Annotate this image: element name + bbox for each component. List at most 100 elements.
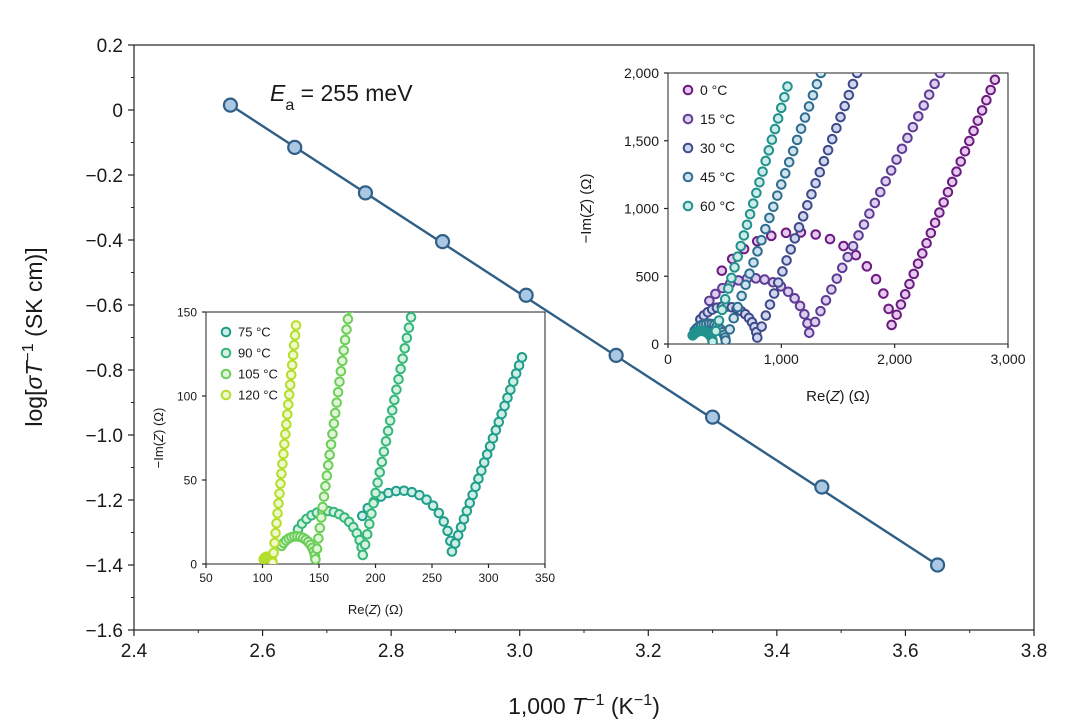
data-point <box>782 286 794 298</box>
data-point <box>835 111 846 123</box>
data-point <box>724 324 736 335</box>
data-point <box>968 125 979 137</box>
data-point <box>907 121 919 133</box>
data-point <box>791 134 803 146</box>
data-point <box>327 428 338 440</box>
data-point <box>378 446 390 457</box>
data-point <box>794 300 806 312</box>
data-point <box>374 467 386 478</box>
inset_low-ytick-label: 1,000 <box>624 201 659 217</box>
data-point <box>268 547 279 559</box>
data-point <box>393 373 404 385</box>
inset_high-ytick-label: 150 <box>177 305 197 319</box>
data-point <box>929 217 941 229</box>
data-point <box>747 198 759 209</box>
data-point <box>797 211 809 222</box>
data-point <box>281 419 292 430</box>
inset_low-points <box>687 73 1001 344</box>
data-point <box>282 409 293 420</box>
legend-label: 60 °C <box>700 198 735 214</box>
data-point <box>341 324 352 335</box>
data-point <box>847 78 859 90</box>
data-point <box>836 262 848 274</box>
inset_high-ylabel: −Im(Z) (Ω) <box>151 408 166 469</box>
data-point <box>806 188 817 200</box>
data-point <box>401 332 413 344</box>
data-point <box>738 230 750 241</box>
data-point <box>752 246 763 257</box>
data-point <box>277 458 288 470</box>
data-point <box>311 543 323 555</box>
data-point <box>272 508 283 519</box>
data-point <box>403 322 415 333</box>
data-point <box>818 155 830 167</box>
inset_low-ylabel: −Im(Z) (Ω) <box>578 174 595 244</box>
data-point <box>756 321 767 332</box>
data-point <box>891 309 902 321</box>
data-point <box>912 258 924 269</box>
data-point <box>807 89 819 101</box>
data-point <box>913 111 924 122</box>
data-point <box>972 115 984 126</box>
legend-marker <box>220 368 232 380</box>
legend-marker <box>220 326 232 338</box>
data-point <box>891 154 902 165</box>
data-point <box>740 279 751 291</box>
data-point <box>955 156 967 167</box>
data-point <box>795 123 807 135</box>
data-point <box>267 557 278 564</box>
data-point <box>222 97 239 113</box>
data-point <box>427 500 439 512</box>
data-point <box>864 208 875 220</box>
inset_low-ytick-label: 1,500 <box>624 133 659 149</box>
data-point <box>321 470 333 482</box>
legend-marker <box>682 200 694 212</box>
data-point <box>342 313 354 325</box>
main-ytick-label: −1.6 <box>85 621 123 642</box>
data-point <box>785 244 797 255</box>
data-point <box>810 229 822 240</box>
legend-marker <box>682 84 694 96</box>
data-point <box>760 155 771 167</box>
data-point <box>959 145 971 157</box>
data-point <box>869 197 881 209</box>
inset_low-ytick-label: 2,000 <box>624 65 659 81</box>
data-point <box>728 312 740 324</box>
inset_high-ytick-label: 100 <box>177 389 197 403</box>
data-point <box>389 394 400 406</box>
data-point <box>902 132 913 144</box>
data-point <box>707 336 718 344</box>
data-point <box>285 369 297 381</box>
inset_high-xtick-label: 150 <box>309 571 329 585</box>
data-point <box>989 74 1001 86</box>
data-point <box>843 89 855 101</box>
legend-marker <box>682 171 694 183</box>
main-ytick-label: −0.4 <box>85 231 123 252</box>
data-point <box>783 156 795 168</box>
inset_high-ytick-label: 0 <box>190 557 197 571</box>
inset_high-xlabel: Re(Z) (Ω) <box>348 602 403 617</box>
data-point <box>802 200 813 211</box>
data-point <box>782 81 793 92</box>
data-point <box>357 510 368 522</box>
data-point <box>908 268 920 280</box>
data-point <box>283 389 295 400</box>
inset_high-xtick-label: 50 <box>199 571 213 585</box>
data-point <box>710 325 722 337</box>
data-point <box>777 266 788 277</box>
data-point <box>338 345 350 356</box>
data-point <box>434 234 451 250</box>
data-point <box>310 553 321 564</box>
data-point <box>756 234 767 246</box>
data-point <box>899 289 911 300</box>
main-ytick-label: 0.2 <box>97 36 123 57</box>
legend-label: 75 °C <box>238 325 271 340</box>
data-point <box>766 134 778 146</box>
series-75C <box>357 352 528 557</box>
data-point <box>735 240 747 252</box>
data-point <box>380 436 392 447</box>
data-point <box>847 240 859 252</box>
data-point <box>878 288 889 299</box>
data-point <box>324 449 335 461</box>
